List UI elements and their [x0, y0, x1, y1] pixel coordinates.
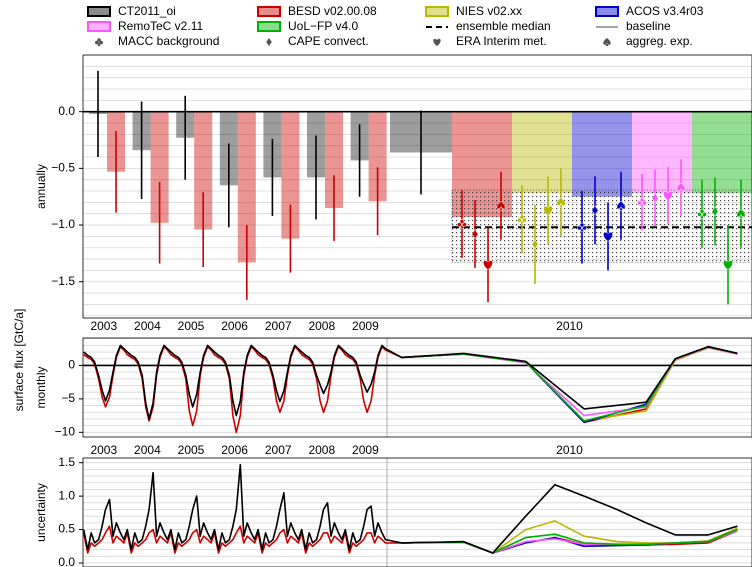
x-tick-label: 2005 [178, 319, 205, 333]
legend-swatch [425, 6, 449, 17]
method-point [531, 239, 539, 250]
x-tick-label: 2003 [90, 319, 117, 333]
legend-symbol [603, 38, 611, 46]
legend-label: ERA Interim met. [456, 34, 547, 48]
legend-swatch [87, 21, 111, 32]
x-tick-label: 2009 [352, 319, 379, 333]
method-point [517, 214, 527, 225]
plot-frame [82, 337, 752, 438]
legend-label: ACOS v3.4r03 [626, 4, 704, 18]
x-tick-label: 2010 [556, 319, 583, 333]
legend-label: CT2011_oi [118, 4, 176, 18]
legend-symbol [95, 38, 103, 46]
line-series [83, 344, 738, 420]
bar [692, 111, 752, 194]
x-tick-label: 2008 [308, 443, 335, 457]
y-tick-label: 0.0 [58, 555, 75, 567]
x-tick-label: 2005 [178, 443, 205, 457]
y-axis-label: annually [34, 164, 48, 209]
legend-label: BESD v02.00.08 [288, 4, 377, 18]
y-tick-label: −1.5 [51, 274, 75, 288]
ensemble-range [451, 189, 752, 263]
method-point [591, 205, 599, 216]
x-tick-label: 2004 [134, 319, 161, 333]
bar [237, 111, 256, 263]
legend-label: ensemble median [456, 19, 551, 33]
plot-background [83, 55, 752, 318]
x-tick-label: 2009 [352, 443, 379, 457]
legend-label: RemoTeC v2.11 [118, 19, 203, 33]
method-point [616, 200, 626, 211]
bar [281, 111, 300, 239]
method-point [711, 206, 719, 217]
method-point [471, 229, 479, 240]
legend-swatch [257, 6, 281, 17]
bar [368, 111, 387, 202]
plot-background [83, 458, 752, 567]
y-tick-label: 0 [68, 358, 75, 372]
bar [572, 111, 632, 197]
x-tick-label: 2010 [556, 443, 583, 457]
method-point [483, 260, 493, 271]
bar [632, 111, 692, 194]
method-point [496, 200, 506, 211]
method-point [457, 219, 467, 229]
legend-label: MACC background [118, 34, 219, 48]
x-tick-label: 2008 [308, 319, 335, 333]
method-point [543, 205, 553, 216]
y-tick-label: −0.5 [51, 161, 75, 175]
legend-label: UoL−FP v4.0 [288, 19, 358, 33]
method-point [663, 191, 673, 201]
y-tick-label: 0.5 [58, 522, 75, 536]
x-tick-label: 2007 [265, 319, 292, 333]
legend-label: NIES v02.xx [456, 4, 522, 18]
legend-label: CAPE convect. [288, 34, 369, 48]
y-axis-label: monthly [34, 366, 48, 408]
plot-frame [82, 54, 752, 319]
legend-swatch [595, 6, 619, 17]
line-series [82, 463, 738, 554]
legend-symbol [433, 38, 441, 46]
legend-symbol [266, 38, 272, 46]
y-axis-label: uncertainty [34, 483, 48, 542]
x-tick-label: 2007 [265, 443, 292, 457]
x-tick-label: 2006 [221, 443, 248, 457]
method-point [651, 192, 659, 203]
legend-swatch [87, 6, 111, 17]
bar [325, 111, 343, 209]
legend-label: aggreg. exp. [626, 34, 693, 48]
x-tick-label: 2004 [134, 443, 161, 457]
y-tick-label: −1.0 [51, 217, 75, 231]
legend-label: baseline [626, 19, 671, 33]
y-tick-label: 0.0 [58, 104, 75, 118]
x-tick-label: 2003 [90, 443, 117, 457]
bar [512, 111, 572, 194]
plot-background [83, 338, 752, 437]
x-tick-label: 2006 [221, 319, 248, 333]
method-point [637, 197, 647, 208]
y-tick-label: −5 [61, 391, 75, 405]
method-point [736, 208, 746, 219]
y-tick-label: −10 [55, 424, 76, 438]
method-point [697, 209, 707, 219]
plot-frame [82, 457, 752, 567]
bar [194, 111, 213, 230]
method-point [603, 232, 613, 242]
legend-swatch [257, 21, 281, 32]
method-point [556, 197, 566, 208]
bar [150, 111, 169, 223]
method-point [676, 182, 686, 193]
y-tick-label: 1.0 [58, 488, 75, 502]
y-tick-label: 1.5 [58, 455, 75, 469]
method-point [723, 260, 733, 271]
line-series [82, 525, 738, 554]
method-point [577, 222, 587, 233]
shared-y-label: surface flux [GtC/a] [12, 309, 26, 412]
